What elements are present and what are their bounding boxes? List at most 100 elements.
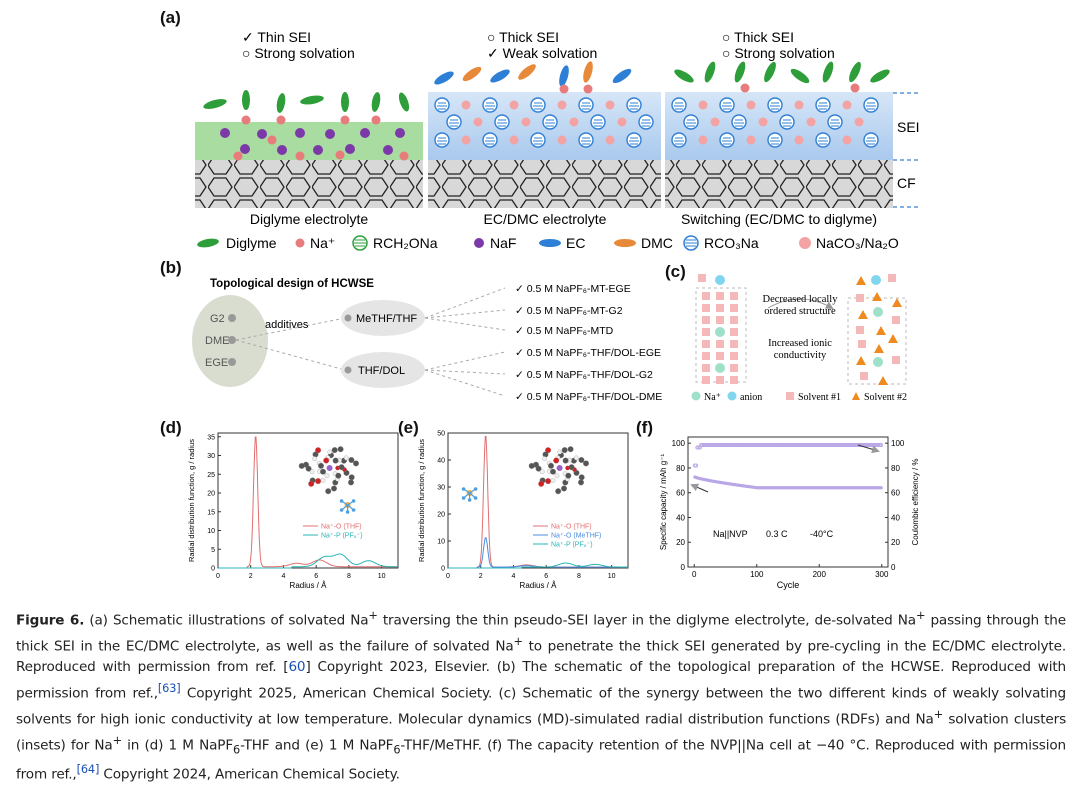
- ce-point: [826, 443, 831, 448]
- ce-point: [835, 443, 840, 448]
- ce-point: [727, 443, 732, 448]
- caption-ref-64[interactable]: [64]: [76, 762, 100, 777]
- ce-point: [764, 443, 769, 448]
- panel-c-label: (c): [665, 262, 686, 281]
- ce-point: [844, 443, 849, 448]
- x-tick-label: 100: [750, 570, 764, 579]
- col2-line2: ✓ Weak solvation: [487, 45, 597, 61]
- ce-point: [695, 445, 700, 450]
- col2-sei-particles: [434, 97, 654, 148]
- ce-point: [729, 443, 734, 448]
- result-3: ✓ 0.5 M NaPF₆-MTD: [515, 325, 614, 337]
- ce-point: [795, 443, 800, 448]
- ce-point: [757, 443, 762, 448]
- ce-point: [740, 443, 745, 448]
- ce-point: [797, 443, 802, 448]
- result-4: ✓ 0.5 M NaPF₆-THF/DOL-EGE: [515, 347, 661, 359]
- panel-a-label: (a): [160, 8, 181, 27]
- ce-point: [785, 443, 790, 448]
- x-tick-label: 2: [249, 573, 253, 580]
- ce-point: [692, 463, 697, 468]
- result-6: ✓ 0.5 M NaPF₆-THF/DOL-DME: [515, 391, 662, 403]
- plot-frame: [687, 436, 889, 568]
- legend-entry: Na⁺-P (PF₆⁻): [321, 533, 363, 540]
- ce-point: [724, 443, 729, 448]
- solvent-g2: G2: [210, 313, 225, 325]
- ce-point: [696, 445, 701, 450]
- y-axis-label-right: Coulombic efficiency / %: [911, 459, 920, 546]
- ce-point: [760, 443, 765, 448]
- y-tick-label: 20: [207, 491, 215, 498]
- ce-point: [856, 443, 861, 448]
- ce-point: [715, 443, 720, 448]
- col3-ions: [740, 83, 860, 93]
- ce-point: [714, 443, 719, 448]
- ce-point: [755, 443, 760, 448]
- ce-point: [722, 443, 727, 448]
- ce-point: [834, 443, 839, 448]
- x-tick-label: 2: [479, 573, 483, 580]
- ce-point: [731, 443, 736, 448]
- ce-point: [817, 443, 822, 448]
- caption-figure-number: Figure 6.: [16, 612, 85, 629]
- ce-point: [710, 443, 715, 448]
- ce-point: [852, 443, 857, 448]
- ce-point: [730, 443, 735, 448]
- ce-point: [825, 443, 830, 448]
- solvent-dme: DME: [205, 335, 229, 347]
- arrow-top-label-2: ordered structure: [764, 306, 836, 317]
- panel-c-figure: Decreased locally ordered structure Incr…: [691, 274, 907, 403]
- y-tick-label: 30: [437, 485, 445, 492]
- y-tick-label: 30: [207, 453, 215, 460]
- ce-point: [751, 443, 756, 448]
- rdf-series-line: [448, 537, 628, 569]
- chart-annotation: -40°C: [810, 529, 834, 539]
- caption-text-8: in (d) 1 M NaPF: [121, 737, 234, 754]
- node-thf-dol: [341, 352, 425, 388]
- ce-point: [794, 443, 799, 448]
- node-thf-dol-label: THF/DOL: [358, 365, 405, 377]
- y-tick-label-left: 20: [676, 538, 685, 547]
- caption-ref-63[interactable]: [63]: [157, 680, 181, 695]
- caption-ref-60[interactable]: 60: [288, 659, 306, 676]
- col1-carbon-layer: [195, 160, 423, 208]
- ce-point: [717, 443, 722, 448]
- ce-point: [801, 443, 806, 448]
- ce-point: [704, 443, 709, 448]
- y-tick-label: 25: [207, 472, 215, 479]
- ce-point: [746, 443, 751, 448]
- ce-point: [700, 443, 705, 448]
- ce-point: [694, 463, 699, 468]
- ce-point: [732, 443, 737, 448]
- y-tick-label: 10: [207, 528, 215, 535]
- node-methf-thf-label: MeTHF/THF: [356, 313, 417, 325]
- ce-point: [832, 443, 837, 448]
- y-tick-label-right: 40: [891, 513, 900, 522]
- plot-frame: [217, 432, 399, 569]
- ce-point: [711, 443, 716, 448]
- legend-c-solvent1: Solvent #1: [798, 392, 841, 403]
- ce-point: [805, 443, 810, 448]
- ce-point: [712, 443, 717, 448]
- x-axis-label: Radius / Å: [290, 581, 328, 590]
- solvation-cluster-inset: [461, 446, 589, 502]
- y-tick-label-left: 0: [681, 563, 686, 572]
- ce-point: [750, 443, 755, 448]
- col3-diglyme-molecules: [674, 61, 890, 84]
- result-1: ✓ 0.5 M NaPF₆-MT-EGE: [515, 283, 631, 295]
- chart-annotation: Na||NVP: [713, 529, 748, 539]
- arrow-top-label-1: Decreased locally: [763, 294, 839, 305]
- ce-point: [830, 443, 835, 448]
- caption-text-5: ] Copyright 2023, Elsevier. (b) The sche…: [16, 659, 1067, 702]
- ce-point: [810, 443, 815, 448]
- ce-point: [789, 443, 794, 448]
- col3-title: Switching (EC/DMC to diglyme): [681, 211, 877, 227]
- y-tick-label-left: 80: [676, 464, 685, 473]
- y-tick-label: 0: [211, 566, 215, 573]
- y-tick-label: 5: [211, 547, 215, 554]
- x-tick-label: 8: [347, 573, 351, 580]
- arrow-bottom-label-2: conductivity: [774, 350, 827, 361]
- ce-point: [779, 443, 784, 448]
- col2-ions: [559, 84, 593, 94]
- ce-point: [745, 443, 750, 448]
